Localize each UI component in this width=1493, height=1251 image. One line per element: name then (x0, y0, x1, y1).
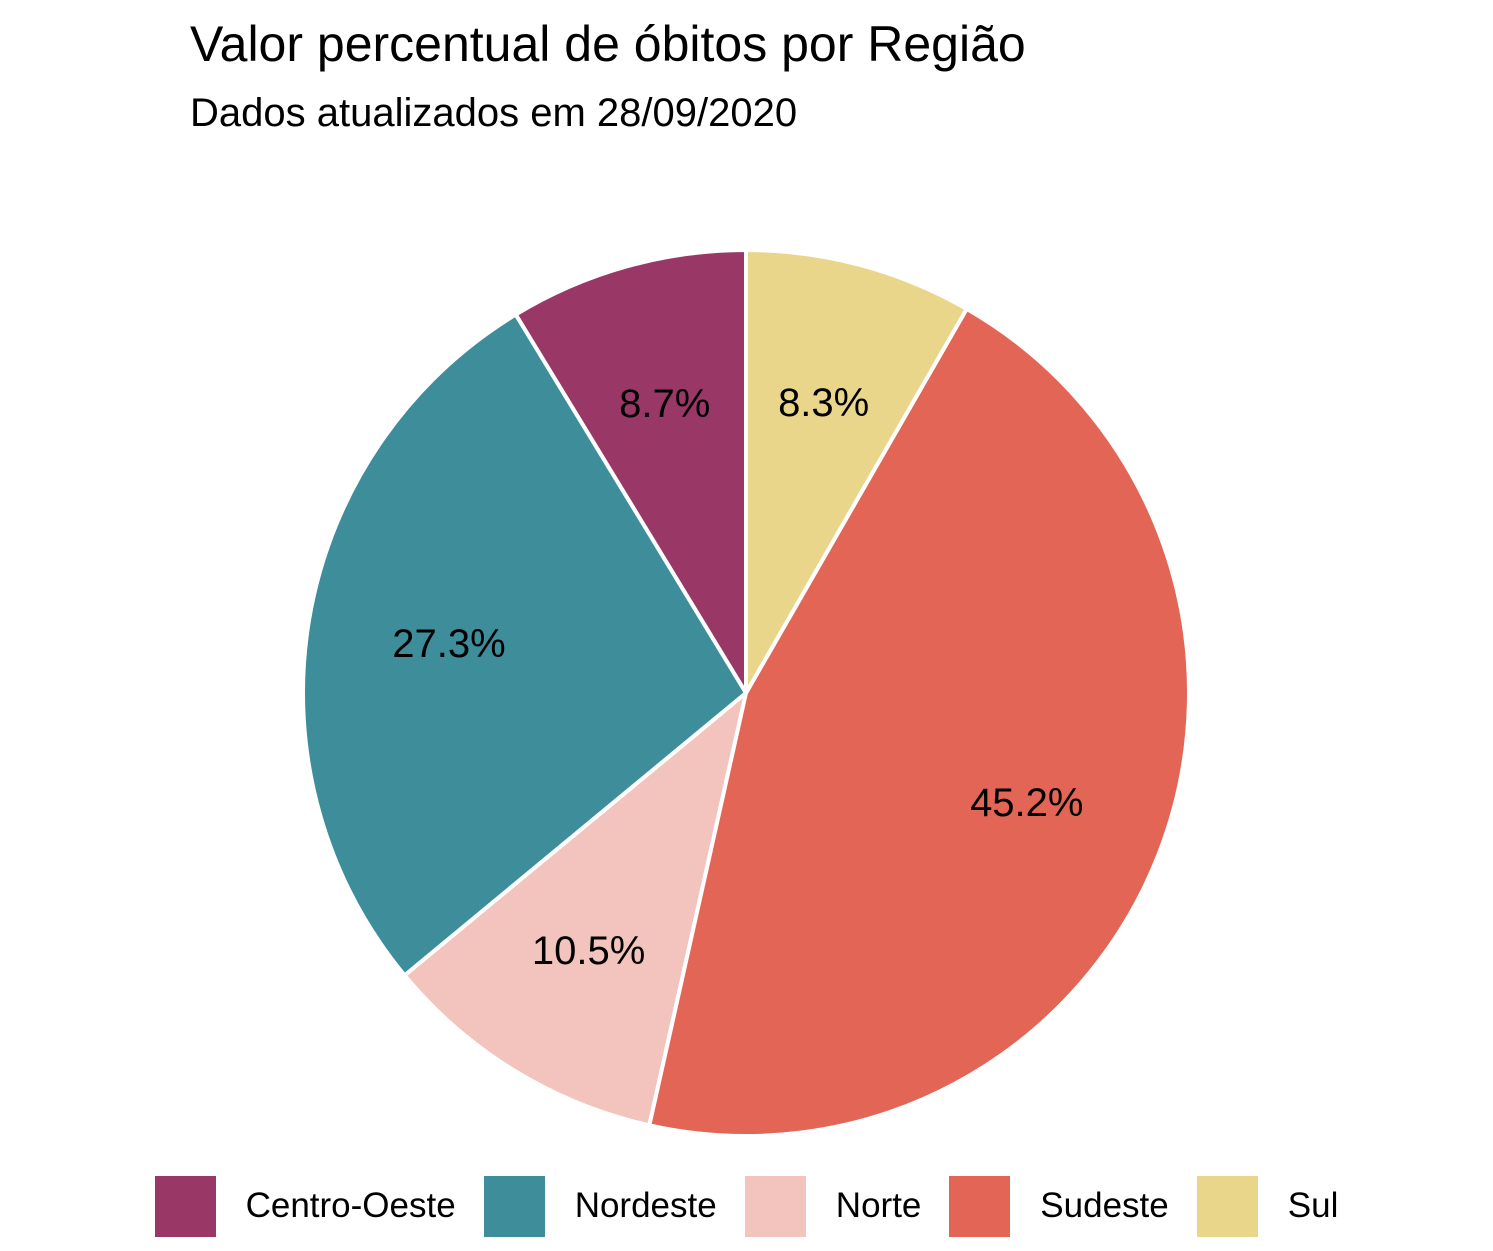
slice-value-label: 10.5% (532, 929, 645, 973)
legend-item: Sul (1196, 1175, 1339, 1237)
slice-value-label: 27.3% (392, 622, 505, 666)
chart-title: Valor percentual de óbitos por Região (190, 16, 1026, 72)
legend-swatch (1196, 1176, 1258, 1237)
pie-chart: 8.7% 27.3% 10.5% 45.2% 8.3% (301, 248, 1191, 1138)
legend-item: Centro-Oeste (154, 1175, 456, 1237)
legend-swatch (949, 1176, 1011, 1237)
legend-item: Sudeste (949, 1175, 1169, 1237)
legend-label: Centro-Oeste (245, 1186, 456, 1225)
pie-slice-nordeste (301, 312, 748, 978)
legend-item: Norte (744, 1175, 922, 1237)
pie-slice-sul (744, 248, 969, 695)
chart-subtitle: Dados atualizados em 28/09/2020 (190, 91, 798, 135)
legend: Centro-Oeste Nordeste Norte Sudeste Sul (0, 1175, 1493, 1237)
pie-slice-centro-oeste (513, 248, 748, 695)
slice-value-label: 45.2% (970, 781, 1083, 825)
pie-slice-sudeste (647, 306, 1191, 1138)
legend-swatch (744, 1176, 806, 1237)
pie-slice-norte (402, 691, 748, 1128)
legend-label: Nordeste (574, 1186, 717, 1225)
slice-value-label: 8.7% (619, 382, 710, 426)
pie-slices (301, 248, 1191, 1138)
pie-slice-labels: 8.7% 27.3% 10.5% 45.2% 8.3% (392, 381, 1083, 973)
legend-item: Nordeste (483, 1175, 717, 1237)
legend-label: Sudeste (1040, 1186, 1169, 1225)
legend-swatch (483, 1176, 545, 1237)
legend-swatch (154, 1176, 216, 1237)
legend-label: Norte (835, 1186, 922, 1225)
slice-value-label: 8.3% (778, 381, 869, 425)
legend-label: Sul (1287, 1186, 1339, 1225)
